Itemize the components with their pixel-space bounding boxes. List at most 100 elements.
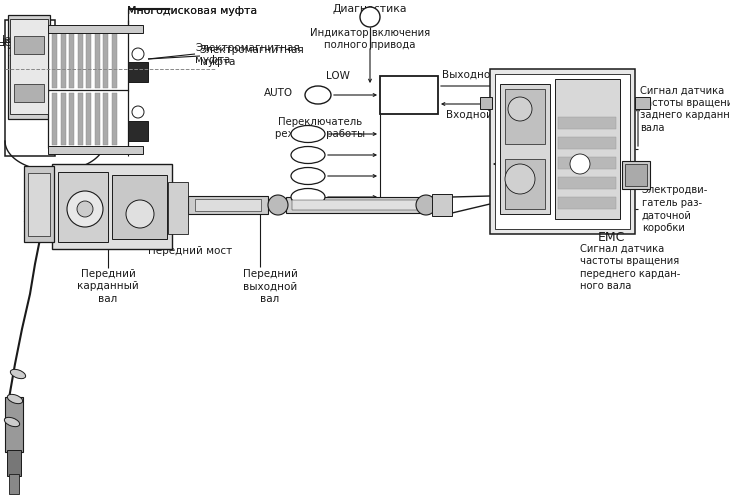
Ellipse shape xyxy=(291,188,325,206)
Bar xyxy=(188,196,268,214)
Text: Электромагнитная
муфта: Электромагнитная муфта xyxy=(195,43,300,65)
Ellipse shape xyxy=(291,125,325,143)
Bar xyxy=(69,93,74,145)
Bar xyxy=(112,93,117,145)
Bar xyxy=(48,25,143,33)
Text: Цепь: Цепь xyxy=(0,37,25,47)
Bar xyxy=(635,97,650,109)
Bar xyxy=(48,146,143,154)
Ellipse shape xyxy=(4,417,20,427)
Bar xyxy=(195,199,261,211)
Bar xyxy=(24,166,54,242)
Bar xyxy=(52,32,57,88)
Text: Электромагнитная
муфта: Электромагнитная муфта xyxy=(200,45,304,67)
Circle shape xyxy=(126,200,154,228)
Bar xyxy=(8,15,50,119)
Bar xyxy=(69,32,74,88)
Text: Переключатель
режимов работы: Переключатель режимов работы xyxy=(275,117,365,140)
Bar xyxy=(14,84,44,102)
Text: TPS: TPS xyxy=(299,129,318,139)
Bar xyxy=(128,121,148,141)
Bar xyxy=(555,79,620,219)
Bar xyxy=(622,161,650,189)
Text: BR: BR xyxy=(301,171,315,181)
Ellipse shape xyxy=(291,167,325,184)
Text: TCCM: TCCM xyxy=(389,88,429,102)
Bar xyxy=(61,93,66,145)
Circle shape xyxy=(67,191,103,227)
Bar xyxy=(77,32,82,88)
Bar xyxy=(48,29,128,91)
Bar xyxy=(94,93,99,145)
Bar xyxy=(380,76,438,114)
Bar xyxy=(28,173,50,236)
Text: Передний мост: Передний мост xyxy=(148,246,232,256)
Bar xyxy=(58,172,108,242)
Bar xyxy=(480,97,492,109)
Text: Электродви-
гатель раз-
даточной
коробки: Электродви- гатель раз- даточной коробки xyxy=(642,185,708,233)
Bar xyxy=(61,32,66,88)
Bar xyxy=(14,36,44,54)
Bar xyxy=(112,175,167,239)
Text: Сигнал датчика
частоты вращения
переднего кардан-
ного вала: Сигнал датчика частоты вращения переднег… xyxy=(580,244,680,291)
Bar xyxy=(558,197,616,209)
Bar xyxy=(48,90,128,148)
Text: Сигнал датчика
частоты вращения
заднего карданного
вала: Сигнал датчика частоты вращения заднего … xyxy=(640,85,730,133)
Text: Индикатор включения
полного привода: Индикатор включения полного привода xyxy=(310,28,430,50)
Bar xyxy=(558,177,616,189)
Bar xyxy=(86,93,91,145)
Bar xyxy=(103,93,108,145)
Bar xyxy=(5,20,55,156)
Bar xyxy=(52,164,172,249)
Bar xyxy=(10,19,48,114)
Ellipse shape xyxy=(291,147,325,163)
Ellipse shape xyxy=(305,86,331,104)
Circle shape xyxy=(508,97,532,121)
Bar xyxy=(500,84,550,214)
Circle shape xyxy=(570,154,590,174)
Bar xyxy=(495,74,630,229)
Circle shape xyxy=(505,164,535,194)
Text: Многодисковая муфта: Многодисковая муфта xyxy=(127,6,257,16)
Text: EMC: EMC xyxy=(598,231,625,244)
Bar xyxy=(168,182,188,234)
Text: ABS: ABS xyxy=(298,150,318,160)
Text: Передний
выходной
вал: Передний выходной вал xyxy=(242,269,297,304)
Bar xyxy=(505,159,545,209)
Bar xyxy=(112,32,117,88)
Bar xyxy=(128,62,148,82)
Bar xyxy=(103,32,108,88)
Text: Многодисковая муфта: Многодисковая муфта xyxy=(127,6,257,16)
Bar xyxy=(86,32,91,88)
Bar xyxy=(558,137,616,149)
Bar xyxy=(52,93,57,145)
Circle shape xyxy=(416,195,436,215)
Ellipse shape xyxy=(10,369,26,379)
Bar xyxy=(5,397,23,452)
Bar xyxy=(9,474,19,494)
Text: AUTO: AUTO xyxy=(264,88,293,98)
Bar xyxy=(77,93,82,145)
Text: Передний
карданный
вал: Передний карданный вал xyxy=(77,269,139,304)
Bar xyxy=(558,117,616,129)
Bar xyxy=(625,164,647,186)
Bar xyxy=(432,194,452,216)
Bar xyxy=(558,157,616,169)
Bar xyxy=(286,197,426,213)
Bar xyxy=(505,89,545,144)
Bar xyxy=(94,32,99,88)
Bar xyxy=(292,200,420,210)
Text: LOW: LOW xyxy=(326,71,350,81)
Text: Диагностика: Диагностика xyxy=(333,4,407,14)
Text: Цепь: Цепь xyxy=(0,34,26,44)
Circle shape xyxy=(268,195,288,215)
Bar xyxy=(490,69,635,234)
Circle shape xyxy=(77,201,93,217)
Text: Входной сигнал: Входной сигнал xyxy=(446,110,534,120)
Circle shape xyxy=(132,106,144,118)
Bar xyxy=(7,450,21,476)
Circle shape xyxy=(132,48,144,60)
Text: "N": "N" xyxy=(299,192,317,202)
Text: Выходной сигнал: Выходной сигнал xyxy=(442,70,538,80)
Circle shape xyxy=(360,7,380,27)
